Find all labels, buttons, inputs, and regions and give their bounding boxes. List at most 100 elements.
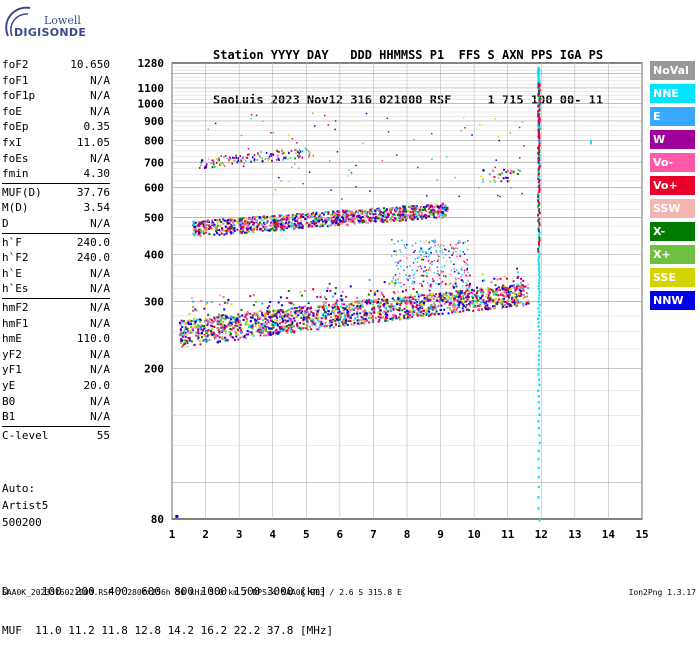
echo-dot [419, 240, 422, 243]
echo-dot [267, 158, 270, 161]
echo-dot [281, 317, 284, 320]
echo-dot [479, 287, 482, 290]
echo-dot [433, 306, 436, 309]
echo-dot [248, 153, 250, 156]
echo-dot [463, 271, 466, 274]
echo-dot [461, 280, 464, 283]
echo-dot [363, 321, 366, 324]
echo-dot [478, 303, 481, 306]
echo-dot [339, 219, 342, 222]
echo-dot [224, 339, 227, 342]
echo-dot [516, 173, 519, 176]
echo-dot [260, 322, 263, 325]
echo-dot [459, 310, 462, 313]
echo-dot [333, 310, 336, 313]
echo-dot [237, 334, 240, 337]
echo-dot [231, 320, 234, 323]
echo-dot [276, 332, 279, 335]
param-name: D [2, 217, 9, 230]
echo-dot [214, 166, 216, 169]
echo-dot [406, 214, 409, 217]
echo-dot [413, 205, 416, 208]
echo-dot [416, 307, 419, 310]
echo-dot [448, 303, 451, 306]
echo-dot [399, 218, 402, 221]
echo-dot [462, 301, 465, 304]
echo-dot [479, 291, 482, 294]
echo-dot [368, 298, 371, 301]
echo-dot [324, 304, 327, 307]
echo-dot [318, 326, 321, 329]
echo-dot [281, 214, 284, 217]
echo-dot [475, 292, 478, 295]
echo-dot [496, 291, 499, 294]
param-row: fxI 11.05 [2, 135, 110, 151]
echo-dot [228, 222, 231, 225]
echo-dot [378, 319, 381, 322]
echo-dot [248, 222, 251, 225]
echo-dot [389, 211, 392, 214]
echo-dot [224, 226, 227, 229]
echo-dot [227, 160, 230, 163]
echo-dot [321, 224, 324, 227]
x-tick-label: 1 [169, 528, 176, 541]
echo-dot [455, 269, 458, 271]
echo-dot [380, 218, 383, 221]
echo-dot [472, 309, 475, 312]
echo-dot [413, 281, 416, 283]
echo-dot [279, 226, 282, 229]
echo-dot [282, 319, 285, 322]
echo-dot [241, 220, 244, 223]
echo-dot [515, 267, 518, 270]
param-value: 4.30 [83, 167, 111, 181]
echo-dot [522, 289, 525, 292]
echo-dot [244, 315, 247, 318]
echo-dot [505, 289, 508, 292]
echo-dot [351, 313, 354, 316]
echo-dot [399, 299, 402, 302]
echo-dot [232, 325, 235, 328]
echo-dot [264, 311, 267, 314]
echo-dot [350, 172, 353, 174]
echo-dot [515, 287, 518, 290]
echo-dot [506, 299, 509, 302]
echo-dot [440, 304, 443, 307]
echo-dot [497, 135, 500, 138]
echo-dot [291, 307, 294, 310]
echo-dot [289, 319, 292, 322]
echo-dot [252, 294, 255, 297]
echo-dot [445, 260, 448, 263]
echo-dot [275, 323, 278, 326]
echo-dot [245, 318, 248, 321]
echo-dot [265, 325, 268, 328]
echo-dot [299, 150, 302, 153]
echo-dot [222, 314, 225, 317]
echo-dot [421, 217, 424, 220]
echo-dot [343, 220, 346, 223]
echo-dot [352, 218, 355, 221]
echo-dot [331, 319, 334, 322]
echo-dot [299, 307, 302, 310]
echo-dot [482, 299, 485, 302]
echo-dot [448, 302, 451, 305]
echo-dot [370, 300, 373, 303]
echo-dot [229, 328, 232, 331]
echo-dot [465, 282, 468, 284]
echo-dot [368, 311, 371, 314]
echo-dot [527, 286, 530, 289]
echo-dot [428, 307, 431, 310]
param-name: B1 [2, 410, 16, 424]
echo-dot [306, 325, 309, 328]
echo-dot [392, 314, 395, 317]
echo-dot [537, 485, 540, 489]
echo-dot [513, 298, 516, 301]
echo-dot [505, 291, 508, 294]
echo-dot [441, 312, 444, 315]
echo-dot [215, 157, 218, 160]
echo-dot [230, 315, 233, 318]
echo-dot [375, 217, 378, 220]
echo-dot [404, 296, 407, 299]
echo-dot [445, 301, 448, 304]
echo-dot [506, 287, 509, 290]
echo-dot [537, 219, 540, 223]
